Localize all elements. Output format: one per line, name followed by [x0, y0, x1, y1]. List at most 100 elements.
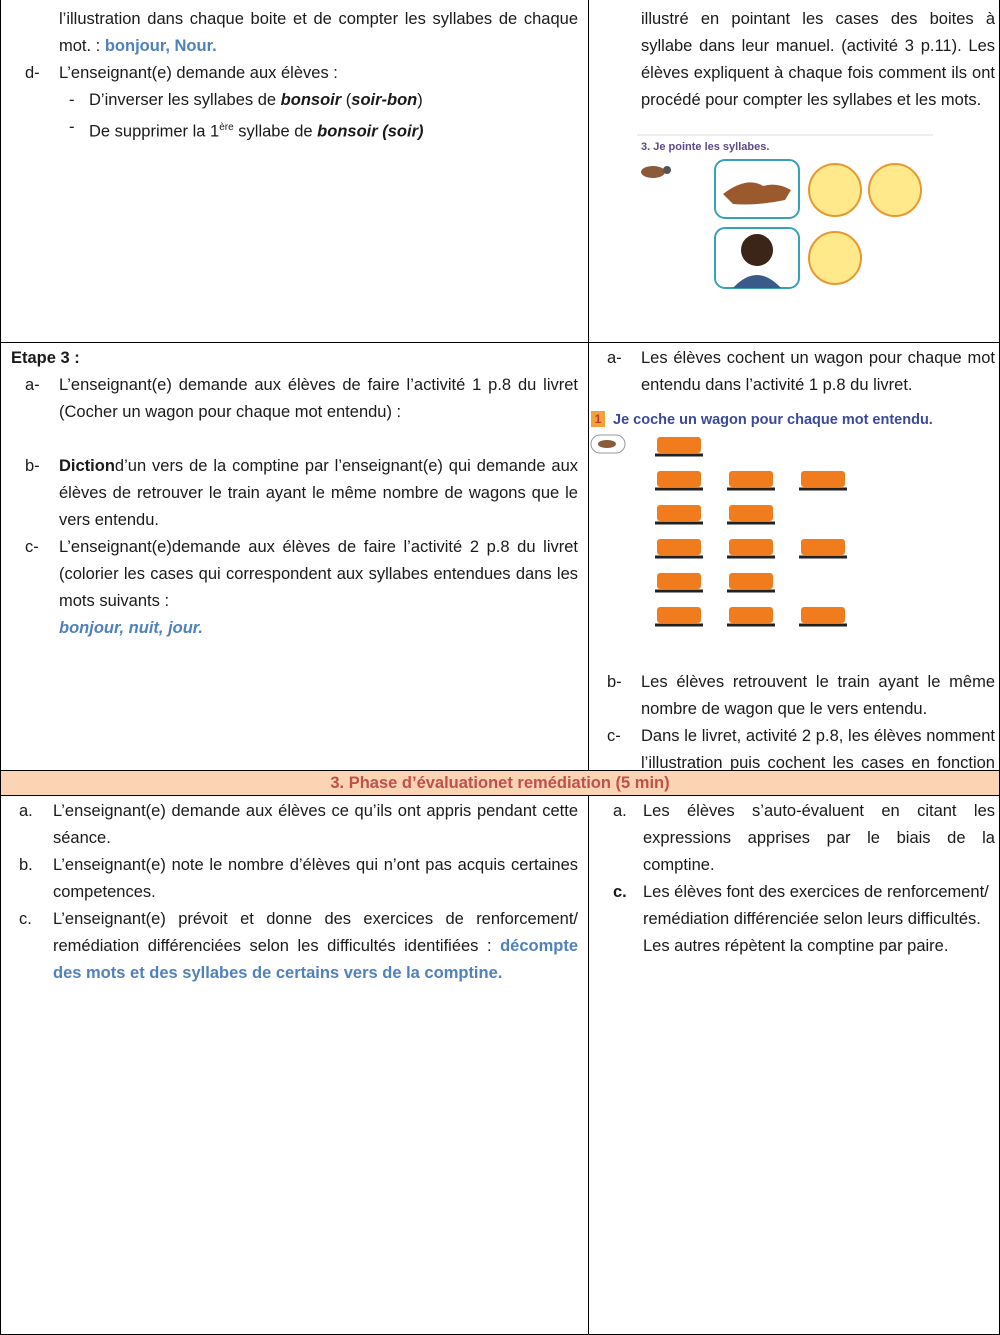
decoration	[663, 166, 671, 174]
cell: a. Les élèves s’auto-évaluent en citant l…	[588, 795, 1000, 1335]
decoration: L’enseignant(e) prévoit et donne des exe…	[53, 906, 578, 987]
list-item: a. L’enseignant(e) demande aux élèves ce …	[19, 798, 578, 852]
list-item: c- L’enseignant(e)demande aux élèves de f…	[11, 534, 578, 642]
cell: illustré en pointant les cases des boite…	[588, 0, 1000, 343]
list-item: d- L’enseignant(e) demande aux élèves :	[25, 60, 578, 87]
decoration	[729, 607, 773, 623]
decoration	[598, 440, 616, 448]
decoration	[729, 471, 773, 487]
paragraph: l’illustration dans chaque boite et de c…	[59, 6, 578, 60]
text: a-	[607, 349, 622, 367]
text: Les élèves retrouvent le train ayant le …	[641, 673, 995, 718]
text: Les élèves font des exercices de renforc…	[643, 883, 989, 928]
decoration: D’inverser les syllabes de bonsoir (soir…	[89, 87, 423, 114]
list-item: a. Les élèves s’auto-évaluent en citant l…	[613, 798, 995, 879]
text: (	[341, 91, 352, 109]
text: De supprimer la 1	[89, 122, 220, 141]
text: syllabe de	[233, 122, 318, 141]
text: a.	[19, 802, 33, 820]
text: bonsoir	[280, 91, 342, 109]
decoration	[729, 505, 773, 521]
text: c-	[607, 727, 621, 745]
text: b.	[19, 856, 33, 874]
list-item: b- Dictiond’un vers de la comptine par l’…	[11, 453, 578, 534]
text: Les élèves cochent un wagon pour chaque …	[641, 349, 995, 394]
text: D’inverser les syllabes de	[89, 91, 281, 109]
list-item: a- Les élèves cochent un wagon pour chaqu…	[607, 345, 995, 399]
image-number: 1	[595, 412, 602, 426]
text: soir-bon	[351, 91, 418, 109]
decoration	[801, 539, 845, 555]
text: L’enseignant(e) demande aux élèves de fa…	[59, 376, 578, 421]
list-item: a- L’enseignant(e) demande aux élèves de …	[11, 372, 578, 426]
text: Les autres répètent la comptine par pair…	[643, 937, 949, 955]
decoration	[723, 182, 791, 205]
decoration	[657, 573, 701, 589]
decoration	[641, 166, 665, 178]
text: d-	[25, 64, 40, 82]
sub-item: - D’inverser les syllabes de bonsoir (soi…	[25, 87, 578, 114]
text: L’enseignant(e) demande aux élèves :	[59, 64, 338, 82]
decoration	[729, 539, 773, 555]
text: décompte des mots et des syllabes de cer…	[53, 937, 578, 982]
list-item: b- Les élèves retrouvent le train ayant l…	[607, 669, 995, 723]
decoration	[729, 573, 773, 589]
text: b-	[607, 673, 622, 691]
decoration	[801, 471, 845, 487]
paragraph: illustré en pointant les cases des boite…	[641, 10, 995, 109]
decoration	[655, 453, 847, 627]
text: Les élèves s’auto-évaluent en citant les…	[643, 802, 995, 874]
illustration: 1 Je coche un wagon pour chaque mot ente…	[590, 411, 933, 627]
text: -	[69, 91, 75, 109]
text: a-	[25, 376, 40, 394]
decoration	[657, 471, 701, 487]
text: ère	[219, 122, 234, 133]
image-caption: 3. Je pointe les syllabes.	[641, 141, 769, 153]
decoration	[657, 437, 701, 453]
cell: a. L’enseignant(e) demande aux élèves ce …	[0, 795, 589, 1335]
text: bonjour, nuit, jour.	[59, 619, 203, 637]
list-item: c. Les élèves font des exercices de renfo…	[613, 879, 995, 960]
image-caption: Je coche un wagon pour chaque mot entend…	[613, 412, 933, 428]
decoration	[808, 163, 862, 217]
list-item: c. L’enseignant(e) prévoit et donne des e…	[19, 906, 578, 987]
decoration	[733, 275, 781, 288]
text: d’un vers de la comptine par l’enseignan…	[59, 457, 578, 529]
decoration: Dictiond’un vers de la comptine par l’en…	[59, 453, 578, 534]
illustration: 3. Je pointe les syllabes.	[637, 134, 933, 289]
section-header: 3. Phase d’évaluationet remédiation (5 m…	[0, 770, 1000, 796]
text: -	[69, 118, 75, 136]
cell: a- Les élèves cochent un wagon pour chaqu…	[588, 342, 1000, 771]
text: L’enseignant(e)demande aux élèves de fai…	[59, 538, 578, 610]
text: Diction	[59, 457, 115, 475]
decoration	[657, 607, 701, 623]
text: l’illustration dans chaque boite et de c…	[59, 10, 578, 55]
decoration	[801, 607, 845, 623]
decoration: De supprimer la 1ère syllabe de bonsoir …	[89, 114, 424, 146]
text: L’enseignant(e) prévoit et donne des exe…	[53, 910, 578, 955]
decoration: L’enseignant(e)demande aux élèves de fai…	[59, 534, 578, 642]
text: bonjour, Nour.	[104, 37, 217, 55]
text: L’enseignant(e) demande aux élèves ce qu…	[53, 802, 578, 847]
decoration	[741, 234, 773, 266]
text: )	[417, 91, 423, 109]
list-item: b. L’enseignant(e) note le nombre d’élève…	[19, 852, 578, 906]
decoration	[657, 539, 701, 555]
decoration: Les élèves font des exercices de renforc…	[643, 879, 995, 960]
decoration	[868, 163, 922, 217]
list-item: c- Dans le livret, activité 2 p.8, les él…	[607, 723, 995, 771]
sub-item: - De supprimer la 1ère syllabe de bonsoir…	[25, 114, 578, 146]
text: c-	[25, 538, 39, 556]
text: b-	[25, 457, 40, 475]
decoration	[657, 505, 701, 521]
text: c.	[19, 910, 32, 928]
text: Dans le livret, activité 2 p.8, les élèv…	[641, 727, 995, 771]
text: a.	[613, 802, 627, 820]
decoration	[808, 231, 862, 285]
decoration	[657, 437, 845, 623]
cell: l’illustration dans chaque boite et de c…	[0, 0, 589, 343]
heading: Etape 3 :	[11, 349, 80, 367]
text: L’enseignant(e) note le nombre d’élèves …	[53, 856, 578, 901]
text: c.	[613, 883, 627, 901]
